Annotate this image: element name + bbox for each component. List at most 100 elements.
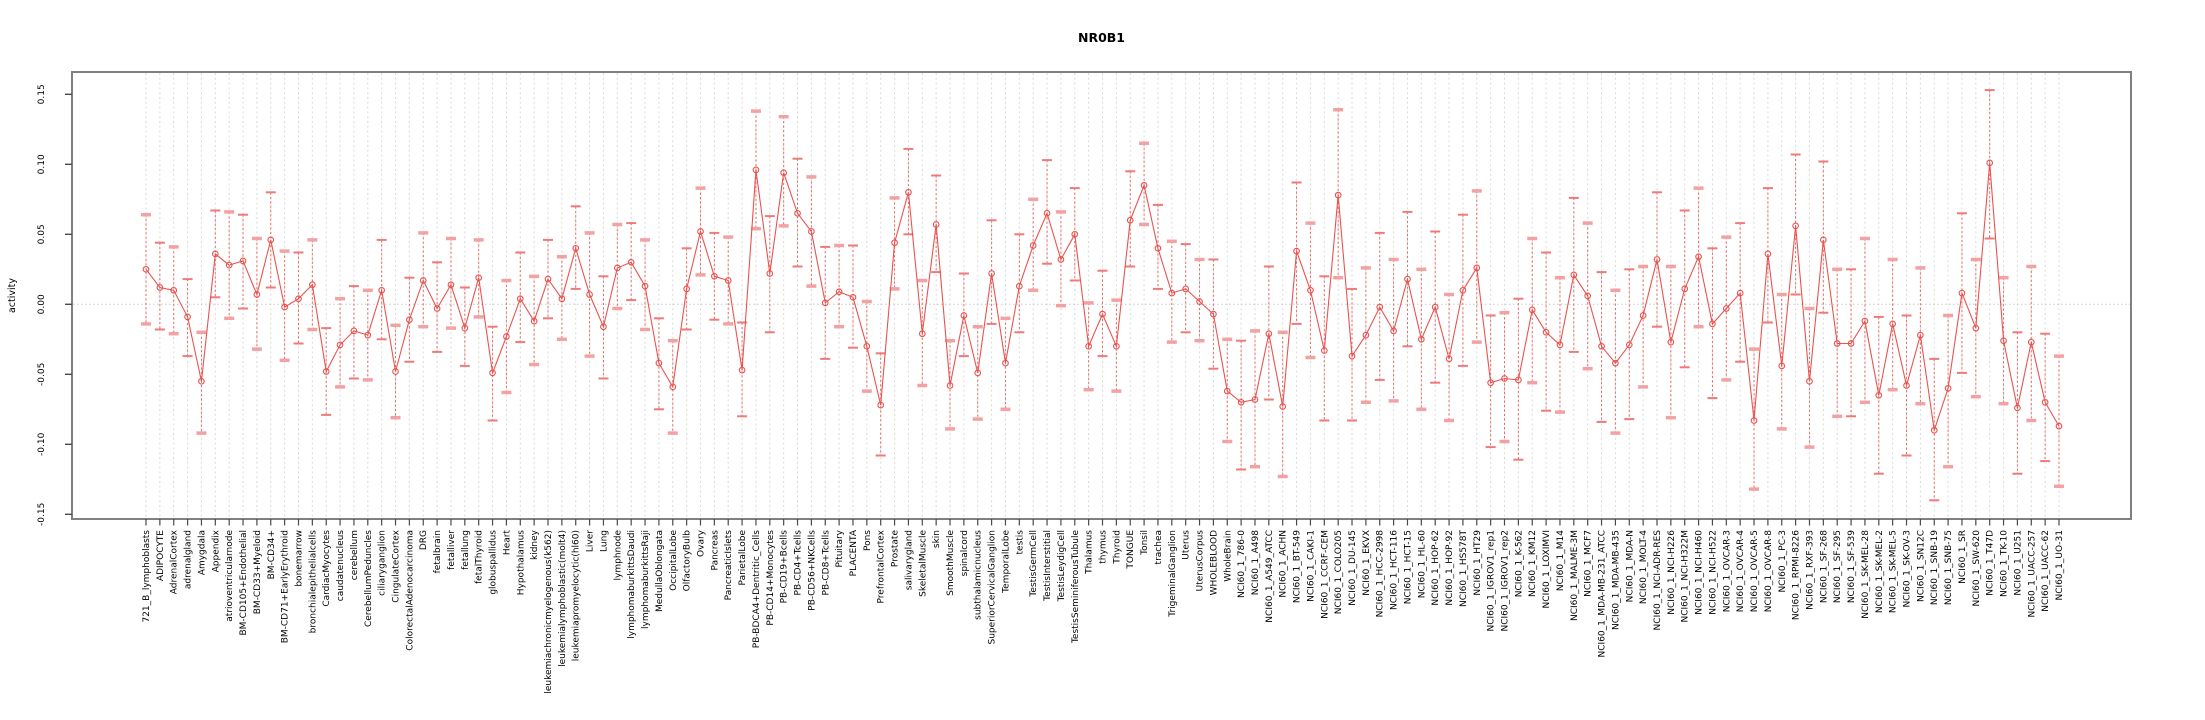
x-tick-label: NCI60_1_OVCAR-8 <box>1764 530 1774 613</box>
error-bar <box>1055 210 1066 308</box>
data-point <box>1792 222 1799 230</box>
x-tick-label: trachea <box>1154 530 1164 564</box>
data-point <box>530 317 538 325</box>
x-tick-label: thymus <box>1099 530 1109 564</box>
error-bar <box>1984 89 1995 240</box>
data-point <box>683 285 690 293</box>
data-point <box>1819 236 1827 244</box>
x-tick-label: salivarygland <box>904 530 914 590</box>
error-bar <box>459 286 470 367</box>
x-tick-label: NCI60_1_U251 <box>2013 530 2023 596</box>
data-point <box>586 291 593 298</box>
x-tick-label: BM-CD34+ <box>267 530 277 579</box>
error-bar <box>2012 331 2023 475</box>
x-tick-label: PB-CD19+Bcells <box>780 530 790 604</box>
x-tick-label: TONGUE <box>1126 530 1136 570</box>
error-bar <box>847 244 858 349</box>
error-bar <box>404 276 415 363</box>
data-point <box>1459 286 1467 294</box>
data-point <box>1376 303 1384 311</box>
data-point <box>1750 417 1758 424</box>
data-point <box>558 295 566 303</box>
data-point <box>1237 398 1245 406</box>
error-bar <box>1638 264 1649 389</box>
data-point <box>1653 256 1661 263</box>
data-point <box>1598 342 1605 350</box>
x-tick-label: NCI60_1_RPMI-8226 <box>1792 530 1802 620</box>
x-tick-label: SuperiorCervicalGanglion <box>988 530 998 645</box>
x-tick-label: atrioventricularnode <box>225 530 235 622</box>
y-tick-label: -0.05 <box>37 363 47 386</box>
x-tick-label: NCI60_1_HS578T <box>1459 530 1469 608</box>
x-tick-label: TemporalLobe <box>1001 530 1011 594</box>
error-bar <box>1859 236 1870 405</box>
data-layer <box>141 89 2064 502</box>
x-tick-label: NCI60_1_NCI-H460 <box>1695 530 1705 615</box>
error-bar <box>986 219 997 325</box>
data-point <box>253 291 261 298</box>
x-tick-label: NCI60_1_SNB-19 <box>1930 530 1940 605</box>
data-point <box>322 368 330 375</box>
data-point <box>1320 347 1328 354</box>
error-bar <box>432 261 443 353</box>
x-tick-label: DRG <box>419 530 429 550</box>
data-point <box>378 286 386 294</box>
data-point <box>863 342 871 350</box>
x-tick-label: NCI60_1_SF-539 <box>1847 530 1857 603</box>
x-tick-label: NCI60_1_RXF-393 <box>1805 530 1815 610</box>
error-bar <box>1582 221 1593 371</box>
x-tick-label: fetalThyroid <box>475 530 485 584</box>
error-bar <box>1263 265 1274 401</box>
x-tick-label: Uterus <box>1182 530 1192 560</box>
x-tick-label: Lung <box>599 530 609 552</box>
x-tick-label: lymphomaburkittsRaji <box>641 530 651 629</box>
data-point <box>211 250 219 258</box>
x-tick-label: NCI60_1_A549_ATCC <box>1265 530 1275 623</box>
error-bar <box>1097 269 1108 358</box>
data-point <box>1279 403 1287 410</box>
data-point <box>1182 285 1190 293</box>
x-tick-label: spinalcord <box>960 530 970 576</box>
x-tick-label: TestisGermCell <box>1029 530 1039 598</box>
x-tick-label: Hypothalamus <box>516 530 526 596</box>
x-tick-label: ParietalLobe <box>738 530 748 586</box>
x-tick-label: SmoothMuscle <box>946 530 956 596</box>
data-point <box>946 382 954 389</box>
data-point <box>2055 422 2063 430</box>
error-bar <box>958 272 969 358</box>
error-bar <box>1541 251 1552 412</box>
x-tick-label: lymphnode <box>613 530 623 581</box>
error-bar <box>1679 209 1690 369</box>
error-bar <box>931 174 942 274</box>
error-bar <box>778 114 789 228</box>
x-tick-label: fetallung <box>461 530 471 570</box>
x-tick-label: NCI60_1_K-562 <box>1514 530 1524 597</box>
data-point <box>655 359 663 367</box>
error-bar <box>501 278 512 395</box>
data-point <box>170 286 178 294</box>
data-point <box>1667 338 1675 346</box>
data-point <box>960 312 968 319</box>
x-tick-label: Thyroid <box>1112 530 1122 565</box>
error-bar <box>376 238 387 341</box>
x-tick-label: PrefrontalCortex <box>877 529 887 603</box>
y-tick-label: 0.10 <box>37 154 47 174</box>
error-bar <box>182 278 193 358</box>
x-tick-label: NCI60_1_IGROV1_rep1 <box>1487 530 1497 632</box>
data-point <box>489 369 496 377</box>
data-point <box>877 401 885 409</box>
x-tick-label: 721_B_lymphoblasts <box>142 530 152 623</box>
data-point <box>1404 275 1411 283</box>
x-tick-label: TestisLeydigCell <box>1057 530 1067 602</box>
data-point <box>1639 312 1647 319</box>
x-tick-label: NCI60_1_NCI-ADR-RES <box>1653 530 1663 631</box>
x-tick-label: NCI60_1_HT29 <box>1473 530 1483 596</box>
error-bar <box>820 245 831 360</box>
error-bar <box>265 191 276 289</box>
data-point <box>1043 209 1051 217</box>
data-point <box>281 303 288 311</box>
x-tick-label: WHOLEBLOOD <box>1209 530 1219 595</box>
x-tick-label: NCI60_1_MALME-3M <box>1570 530 1580 621</box>
data-point <box>1126 216 1134 224</box>
x-tick-label: BM-CD71+EarlyErythroid <box>281 530 291 643</box>
